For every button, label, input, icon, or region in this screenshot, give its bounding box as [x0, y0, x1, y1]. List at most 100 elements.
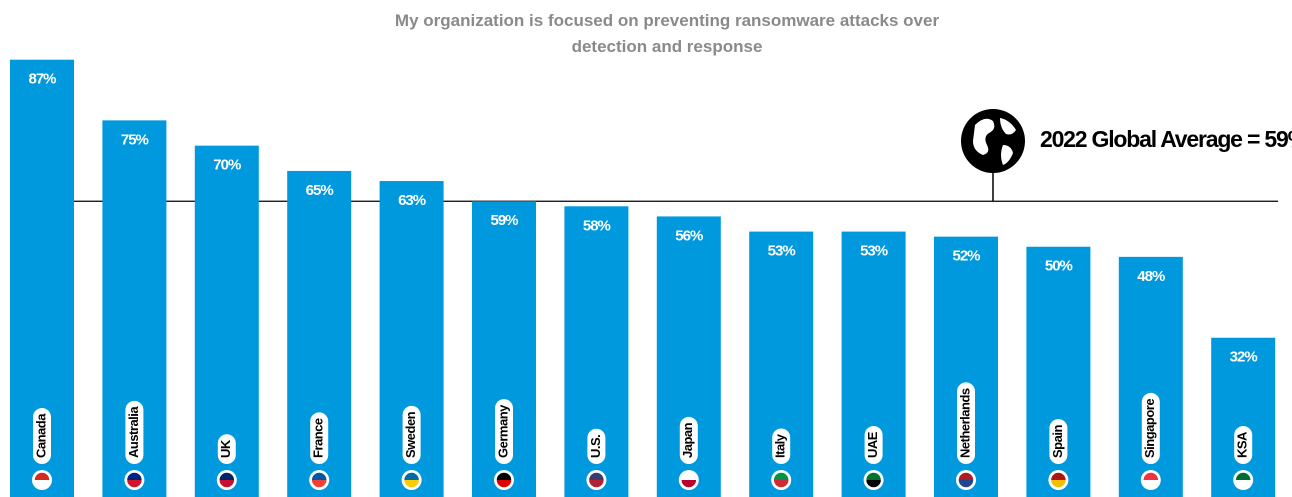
x-tick-label: France [311, 418, 326, 458]
x-tick-label: Italy [773, 433, 788, 458]
flag [496, 480, 512, 488]
flag-ring [1049, 471, 1068, 489]
flag [680, 472, 697, 480]
flag-ring [1234, 471, 1252, 489]
label-pill [679, 416, 698, 464]
x-tick-label: Japan [680, 422, 695, 458]
flag [311, 472, 328, 480]
value-label: 59% [490, 212, 518, 229]
flag [1235, 480, 1252, 488]
label-pill [217, 434, 236, 464]
flag-ring [218, 471, 236, 489]
flag-ring [33, 471, 51, 489]
category-label-group: France [310, 412, 329, 464]
flag [1050, 480, 1067, 488]
value-label: 87% [28, 71, 56, 88]
annotation: 2022 Global Average = 59% [1040, 126, 1292, 152]
x-tick-label: Netherlands [957, 388, 972, 458]
label-pill [310, 412, 329, 464]
label-pill [33, 408, 51, 464]
value-label: 32% [1230, 349, 1258, 366]
label-pill [864, 426, 883, 464]
label-pill [495, 399, 513, 464]
x-tick-label: UAE [865, 431, 880, 458]
label-pill [402, 405, 421, 464]
x-tick-label: Sweden [403, 411, 418, 458]
label-pill [772, 428, 791, 464]
flag-ring [864, 471, 883, 489]
category-label-group: Canada [33, 408, 51, 464]
x-tick-label: Singapore [1142, 399, 1157, 458]
flag-ring [125, 471, 144, 489]
flag [311, 480, 328, 488]
flag [865, 472, 882, 480]
label-pill [125, 400, 144, 464]
flag-ring [772, 471, 790, 489]
value-label: 53% [860, 243, 888, 260]
value-label: 70% [213, 157, 241, 174]
x-tick-label: Canada [33, 413, 48, 458]
category-label-group: U.S. [587, 428, 606, 464]
flag [773, 472, 790, 480]
flag-ring [587, 471, 606, 489]
x-tick-label: Australia [126, 406, 141, 458]
flag [1142, 472, 1159, 480]
flag [865, 480, 882, 488]
flag [773, 480, 790, 488]
category-label-group: Netherlands [957, 382, 975, 464]
category-label-group: Singapore [1141, 392, 1160, 464]
label-pill [1141, 392, 1160, 464]
flag [1142, 480, 1159, 488]
category-label-group: KSA [1234, 426, 1253, 464]
x-tick-label: KSA [1235, 431, 1250, 458]
category-label-group: Spain [1049, 419, 1068, 464]
flag [34, 472, 50, 480]
globe-land [973, 118, 1016, 165]
value-label: 50% [1045, 258, 1073, 275]
flag-ring [495, 471, 513, 489]
flag-ring [402, 471, 421, 489]
label-pill [1234, 426, 1253, 464]
value-label: 58% [583, 217, 611, 234]
flag [588, 480, 605, 488]
value-label: 53% [768, 243, 796, 260]
value-label: 48% [1137, 268, 1165, 285]
flag [680, 480, 697, 488]
flag [126, 472, 143, 480]
category-label-group: Italy [772, 428, 791, 464]
flag [218, 480, 235, 488]
label-pill [1049, 419, 1068, 464]
flag [958, 480, 974, 488]
value-label: 56% [675, 227, 703, 244]
value-label: 65% [306, 182, 334, 199]
value-label: 63% [398, 192, 426, 209]
label-pill [587, 428, 606, 464]
flag [496, 472, 512, 480]
value-label: 75% [121, 131, 149, 148]
flag [403, 480, 420, 488]
flag-ring [957, 471, 975, 489]
flag [126, 480, 143, 488]
flag [588, 472, 605, 480]
flag-ring [1142, 471, 1160, 489]
category-label-group: Australia [125, 400, 144, 464]
x-tick-label: UK [218, 439, 233, 458]
category-label-group: UK [217, 434, 236, 464]
flag [218, 472, 235, 480]
flag-ring [680, 471, 698, 489]
x-tick-label: Germany [495, 404, 510, 458]
flag [403, 472, 420, 480]
globe-icon [961, 109, 1025, 173]
category-label-group: Germany [495, 399, 513, 464]
value-label: 52% [952, 248, 980, 265]
x-tick-label: U.S. [588, 435, 603, 458]
flag-ring [310, 471, 328, 489]
flag [1235, 472, 1252, 480]
x-tick-label: Spain [1050, 425, 1065, 458]
category-label-group: Japan [679, 416, 698, 464]
label-pill [957, 382, 975, 464]
category-label-group: UAE [864, 426, 883, 464]
flag [34, 480, 50, 488]
